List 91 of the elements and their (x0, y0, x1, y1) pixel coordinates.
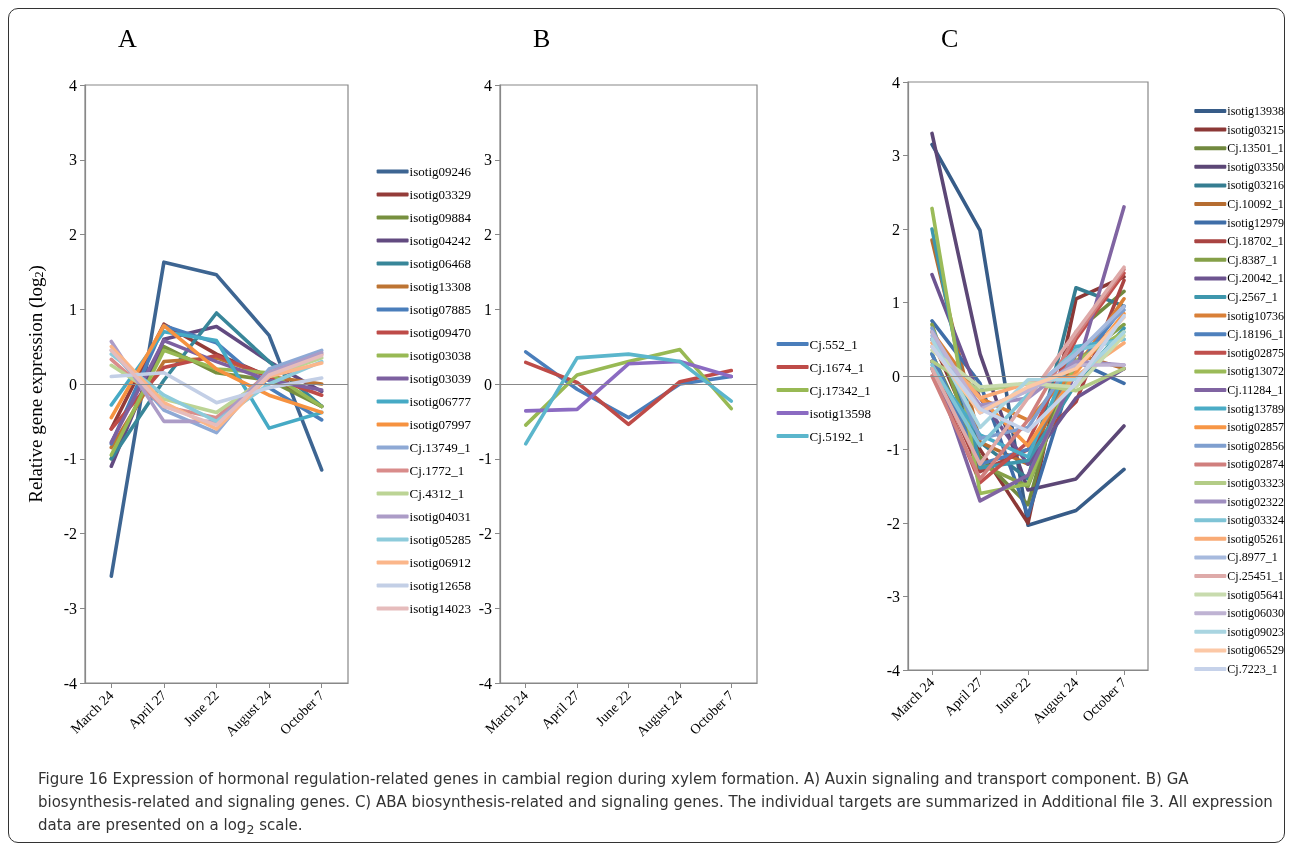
legend-label: isotig03215 (1227, 122, 1284, 137)
y-tick-label: -3 (478, 599, 492, 617)
legend-label: isotig12979 (1227, 215, 1284, 230)
chart-title: B (533, 23, 551, 53)
legend-label: Cj.18702_1 (1227, 234, 1284, 249)
legend-label: isotig10736 (1227, 308, 1284, 323)
y-tick-label: -1 (478, 450, 492, 468)
legend-label: Cj.10092_1 (1227, 197, 1284, 211)
legend-label: isotig03323 (1227, 476, 1284, 490)
x-tick-label: June 22 (180, 687, 222, 729)
legend-label: Cj.2567_1 (1227, 290, 1278, 304)
legend-label: Cj.1772_1 (409, 463, 465, 478)
legend-label: isotig03324 (1227, 513, 1284, 528)
y-tick-label: -4 (478, 674, 492, 692)
y-tick-label: -1 (886, 441, 900, 458)
legend-label: Cj.8977_1 (1227, 550, 1278, 565)
legend-label: isotig13789 (1227, 401, 1284, 416)
legend-label: isotig02857 (1227, 420, 1284, 435)
y-tick-label: 4 (892, 73, 900, 91)
legend-label: isotig04031 (409, 509, 472, 524)
legend-label: isotig13072 (1227, 364, 1284, 379)
legend-label: Cj.7223_1 (1227, 662, 1278, 676)
y-tick-label: 3 (484, 151, 492, 169)
y-tick-label: 4 (69, 76, 77, 94)
legend-label: Cj.18196_1 (1227, 327, 1284, 342)
legend-label: Cj.11284_1 (1227, 383, 1284, 397)
legend-label: isotig06529 (1227, 643, 1284, 658)
legend-label: isotig02322 (1227, 494, 1284, 509)
y-tick-label: -4 (886, 661, 900, 679)
y-tick-label: 0 (69, 375, 77, 393)
y-tick-label: 3 (69, 151, 77, 169)
chart-title: C (941, 23, 959, 53)
legend-label: isotig09470 (409, 325, 472, 340)
y-tick-label: 1 (69, 300, 77, 318)
x-tick-label: June 22 (992, 674, 1034, 716)
legend-label: Cj.13501_1 (1227, 141, 1284, 156)
legend-label: isotig05641 (1227, 587, 1284, 602)
y-tick-label: -2 (63, 525, 77, 542)
legend-label: isotig06468 (409, 256, 472, 271)
y-tick-label: 0 (484, 375, 492, 393)
y-tick-label: -4 (63, 674, 77, 692)
y-tick-label: 1 (892, 294, 900, 311)
y-tick-label: 2 (69, 226, 77, 243)
y-tick-label: 4 (484, 76, 492, 94)
legend-label: isotig02875 (1227, 345, 1284, 360)
legend-label: isotig04242 (409, 233, 472, 248)
legend-label: isotig09246 (409, 164, 472, 179)
y-tick-label: -2 (886, 514, 900, 532)
y-tick-label: -2 (478, 525, 492, 542)
legend-label: isotig05261 (1227, 531, 1284, 546)
legend-label: isotig13938 (1227, 104, 1284, 118)
legend-label: Cj.20042_1 (1227, 271, 1284, 286)
legend-label: isotig09023 (1227, 624, 1284, 639)
y-tick-label: 2 (892, 220, 900, 238)
legend-label: isotig12658 (409, 578, 472, 593)
legend-label: isotig06912 (409, 555, 472, 570)
legend-label: isotig09884 (409, 210, 472, 225)
legend-label: isotig06777 (409, 394, 472, 409)
legend-label: Cj.13749_1 (409, 440, 471, 455)
legend-label: isotig13598 (809, 405, 872, 421)
y-axis-title: Relative gene expression (log2) (24, 265, 47, 503)
y-tick-label: 0 (892, 367, 900, 385)
legend-label: isotig07885 (409, 302, 472, 317)
legend-label: isotig03350 (1227, 159, 1284, 174)
legend-label: isotig03038 (409, 348, 472, 363)
legend-label: Cj.25451_1 (1227, 569, 1284, 583)
legend-label: Cj.1674_1 (809, 359, 865, 375)
legend-label: isotig02856 (1227, 438, 1284, 453)
legend-label: isotig06030 (1227, 606, 1284, 621)
legend-label: isotig02874 (1227, 457, 1284, 472)
legend-label: isotig14023 (409, 601, 472, 616)
legend-label: Cj.17342_1 (809, 382, 871, 398)
legend-label: Cj.4312_1 (409, 486, 465, 501)
x-tick-label: June 22 (592, 687, 634, 729)
caption: Figure 16 Expression of hormonal regulation-related genes in cambial region during xylem formation. A) Auxin signaling and transport component. B) GA biosynthesis-related and signaling genes. C) ABA biosynthesis-related and signaling genes. The individual targets are summarized in Additional file 3. All expression data are presented on a log$_{2}$ scale. (38, 769, 1274, 839)
legend-label: Cj.5192_1 (809, 428, 865, 444)
legend-label: Cj.552_1 (809, 336, 858, 352)
legend-label: isotig05285 (409, 532, 472, 547)
y-tick-label: -1 (63, 450, 77, 468)
legend-label: isotig03216 (1227, 178, 1284, 193)
y-tick-label: 1 (484, 300, 492, 318)
legend-label: isotig07997 (409, 417, 472, 432)
legend-label: isotig03329 (409, 187, 472, 202)
legend-label: isotig13308 (409, 279, 472, 294)
y-tick-label: -3 (63, 599, 77, 617)
legend-label: isotig03039 (409, 371, 472, 386)
y-tick-label: -3 (886, 588, 900, 605)
y-tick-label: 2 (484, 226, 492, 243)
chart-title: A (118, 23, 137, 53)
y-tick-label: 3 (892, 147, 900, 164)
legend-label: Cj.8387_1 (1227, 252, 1278, 267)
